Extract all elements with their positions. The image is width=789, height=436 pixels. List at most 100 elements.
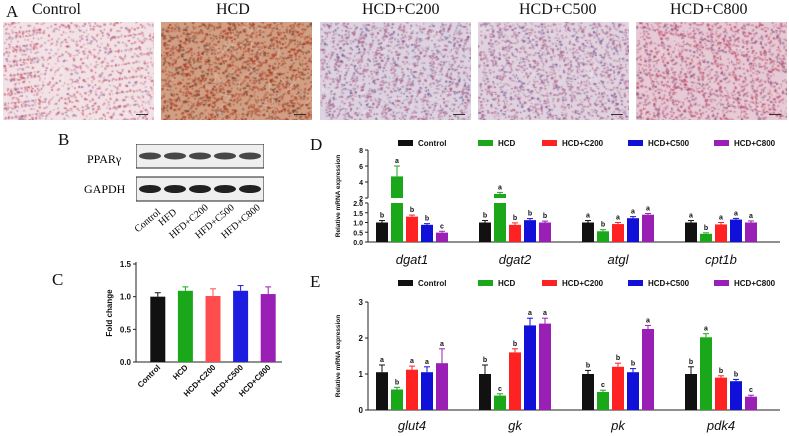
chart-e-legend-swatch: [398, 280, 413, 286]
chart-e-sig-letter: b: [734, 371, 738, 378]
chart-d-bar: [745, 222, 757, 242]
chart-e-legend-label: HCD+C500: [648, 279, 690, 288]
chart-d-y-tick-label: 2: [359, 196, 363, 203]
chart-d-sig-letter: b: [513, 215, 517, 222]
chart-d-bar: [509, 224, 521, 242]
chart-d-bar: [685, 222, 697, 242]
chart-d-sig-letter: b: [380, 213, 384, 220]
chart-d-y-tick-label: 0.0: [353, 240, 363, 247]
chart-d-bar: [421, 224, 433, 242]
panel-letter-a: A: [6, 2, 19, 21]
western-blot: [136, 144, 264, 202]
chart-c-bar: [233, 290, 249, 362]
chart-e-bar: [421, 372, 433, 410]
chart-c-y-label: Fold change: [105, 289, 114, 337]
chart-d-category-label: dgat1: [396, 252, 429, 267]
chart-e-legend-label: Control: [418, 279, 446, 288]
chart-d-y-tick-label: 2.0: [353, 201, 363, 208]
chart-e-sig-letter: c: [498, 386, 502, 393]
chart-e-y-tick-label: 0: [359, 406, 364, 415]
chart-d-bar: [391, 203, 403, 242]
chart-d-bar: [524, 220, 536, 242]
chart-d-y-tick-label: 6: [359, 164, 363, 171]
chart-d-y-label: Relative mRNA expression: [335, 155, 342, 238]
chart-d-legend-label: HCD+C500: [648, 139, 690, 148]
chart-e-sig-letter: a: [440, 341, 444, 348]
blot-band-gapdh: [164, 185, 186, 193]
panel-letter-e: E: [310, 272, 321, 291]
chart-e-bar: [582, 374, 594, 410]
chart-d-bar: [406, 216, 418, 242]
chart-c-x-tick-label: HCD: [171, 363, 190, 382]
chart-c-y-tick-label: 1.5: [120, 260, 132, 269]
chart-d-category-label: atgl: [608, 252, 630, 267]
chart-c-bar: [205, 296, 221, 362]
chart-d-legend-label: HCD+C200: [562, 139, 604, 148]
histology-image-hcd-c800: [636, 22, 787, 120]
chart-e-legend-label: HCD+C800: [734, 279, 776, 288]
panel-letter-b: B: [58, 130, 70, 149]
chart-e-sig-letter: a: [380, 357, 384, 364]
chart-d-sig-letter: a: [749, 213, 753, 220]
chart-d-sig-letter: b: [528, 211, 532, 218]
chart-e-sig-letter: a: [410, 358, 414, 365]
chart-d-sig-letter: a: [646, 206, 650, 213]
chart-d-sig-letter: a: [498, 184, 502, 191]
chart-d-legend-swatch: [714, 140, 729, 146]
chart-d-category-label: dgat2: [499, 252, 532, 267]
blot-band-gapdh: [239, 185, 261, 193]
chart-e-sig-letter: a: [704, 326, 708, 333]
chart-e-sig-letter: b: [395, 379, 399, 386]
chart-d-y-tick-label: 8: [359, 148, 363, 155]
chart-c-bar: [260, 294, 276, 362]
histology-image-control: [3, 22, 154, 120]
chart-d-legend-swatch: [398, 140, 413, 146]
chart-d-legend-swatch: [478, 140, 493, 146]
chart-e-bar: [612, 366, 624, 410]
blot-row-label-ppar: PPARγ: [87, 152, 122, 166]
chart-d-bar-upper: [391, 176, 403, 198]
chart-e-bar: [642, 329, 654, 410]
chart-d-bar: [479, 222, 491, 242]
chart-e-legend-swatch: [478, 280, 493, 286]
chart-e-bar: [715, 377, 727, 410]
chart-c-y-tick-label: 0.0: [120, 358, 132, 367]
blot-band-ppar: [239, 152, 261, 160]
chart-d-bar: [597, 231, 609, 242]
chart-d-legend-swatch: [628, 140, 643, 146]
chart-e-legend-label: HCD: [498, 279, 516, 288]
chart-e-y-tick-label: 1: [359, 370, 364, 379]
chart-e-sig-letter: a: [646, 317, 650, 324]
chart-e-sig-letter: b: [586, 362, 590, 369]
histology-image-hcd: [161, 22, 312, 120]
chart-d-bar: [376, 222, 388, 242]
chart-d-legend-label: HCD: [498, 139, 516, 148]
chart-e-sig-letter: c: [749, 387, 753, 394]
chart-d-sig-letter: b: [410, 207, 414, 214]
chart-e-y-tick-label: 2: [359, 334, 364, 343]
histology-label: HCD: [216, 1, 250, 18]
chart-e-legend-swatch: [628, 280, 643, 286]
chart-d-bar: [642, 214, 654, 242]
chart-e-sig-letter: b: [719, 368, 723, 375]
chart-c-y-tick-label: 0.5: [120, 325, 132, 334]
chart-d-legend-label: HCD+C800: [734, 139, 776, 148]
chart-e-sig-letter: a: [425, 359, 429, 366]
chart-e-bar: [479, 374, 491, 410]
chart-e-bar: [745, 396, 757, 410]
chart-e-sig-letter: c: [601, 382, 605, 389]
chart-d-sig-letter: c: [440, 223, 444, 230]
chart-d-bar: [582, 222, 594, 242]
chart-d-category-label: cpt1b: [705, 252, 737, 267]
blot-band-gapdh: [189, 185, 211, 193]
histology-label: HCD+C800: [670, 1, 748, 18]
chart-d-bar: [539, 222, 551, 242]
histology-image-hcd-c200: [320, 22, 471, 120]
chart-d-sig-letter: a: [631, 209, 635, 216]
chart-d-y-tick-label: 1.0: [353, 221, 363, 228]
chart-e-sig-letter: b: [631, 361, 635, 368]
chart-d-sig-letter: b: [704, 225, 708, 232]
chart-d-sig-letter: a: [719, 215, 723, 222]
chart-d-mrna-lipid: Control HCD HCD+C200 HCD+C500 HCD+C800 2 4 6 8 0.…: [335, 139, 780, 267]
chart-d-y-tick-label: 4: [359, 180, 363, 187]
